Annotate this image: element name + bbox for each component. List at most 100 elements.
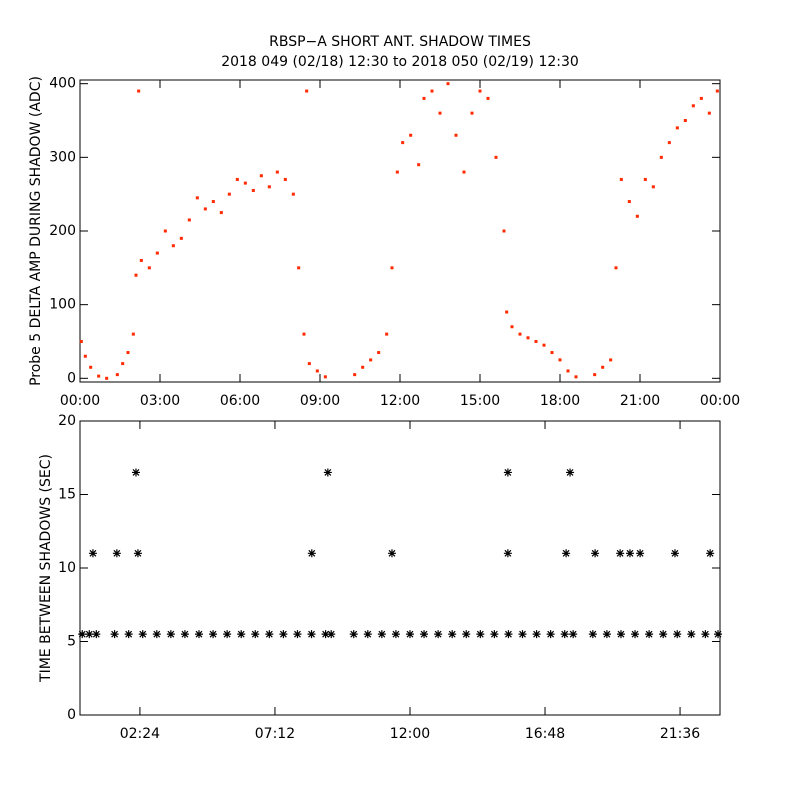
y-tick-label: 300 <box>49 149 76 165</box>
point <box>510 325 514 329</box>
point <box>385 332 389 336</box>
x-tick-label: 18:00 <box>540 393 580 409</box>
x-tick-label: 21:36 <box>660 726 700 742</box>
asterisk <box>673 630 682 639</box>
point <box>155 251 159 255</box>
point <box>187 218 191 222</box>
asterisk <box>560 630 569 639</box>
point <box>235 177 239 181</box>
point <box>134 273 138 277</box>
asterisk <box>476 630 485 639</box>
y-tick-label: 200 <box>49 223 76 239</box>
y-tick-label: 15 <box>58 487 76 503</box>
point <box>619 177 623 181</box>
y-tick-label: 0 <box>67 707 76 723</box>
point <box>163 229 167 233</box>
asterisk <box>88 549 97 558</box>
y-tick-label: 0 <box>67 370 76 386</box>
asterisk <box>133 549 142 558</box>
point <box>486 96 490 100</box>
asterisk <box>265 630 274 639</box>
point <box>243 181 247 185</box>
point <box>305 89 309 93</box>
asterisk <box>391 630 400 639</box>
point <box>609 358 613 362</box>
asterisk <box>194 630 203 639</box>
asterisk <box>659 630 668 639</box>
point <box>601 365 605 369</box>
point <box>502 229 506 233</box>
point <box>707 111 711 115</box>
point <box>203 207 207 211</box>
point <box>478 89 482 93</box>
point <box>121 362 125 366</box>
point <box>283 177 287 181</box>
x-tick-label: 12:00 <box>380 393 420 409</box>
point <box>566 369 570 373</box>
point <box>259 174 263 178</box>
point <box>409 133 413 137</box>
point <box>227 192 231 196</box>
asterisk <box>625 549 634 558</box>
asterisk <box>152 630 161 639</box>
asterisk <box>377 630 386 639</box>
point <box>219 211 223 215</box>
asterisk <box>490 630 499 639</box>
point <box>179 236 183 240</box>
asterisk <box>602 630 611 639</box>
asterisk <box>434 630 443 639</box>
y-tick-label: 10 <box>58 560 76 576</box>
asterisk <box>85 630 94 639</box>
asterisk <box>251 630 260 639</box>
point <box>675 126 679 130</box>
point <box>307 362 311 366</box>
x-tick-label: 15:00 <box>460 393 500 409</box>
point <box>494 155 498 159</box>
point <box>211 200 215 204</box>
asterisk <box>462 630 471 639</box>
asterisk <box>138 630 147 639</box>
point <box>147 266 151 270</box>
asterisk <box>323 468 332 477</box>
point <box>593 373 597 377</box>
point <box>518 332 522 336</box>
point <box>297 266 301 270</box>
point <box>715 89 719 93</box>
point <box>315 369 319 373</box>
asterisk <box>588 630 597 639</box>
asterisk <box>448 630 457 639</box>
asterisk <box>363 630 372 639</box>
point <box>401 141 405 145</box>
x-tick-label: 12:00 <box>390 726 430 742</box>
asterisk <box>532 630 541 639</box>
asterisk <box>566 468 575 477</box>
point <box>574 375 578 379</box>
asterisk <box>293 630 302 639</box>
asterisk <box>307 630 316 639</box>
asterisk <box>237 630 246 639</box>
point <box>115 373 119 377</box>
point <box>438 111 442 115</box>
y-axis-label: TIME BETWEEN SHADOWS (SEC) <box>38 454 54 683</box>
point <box>323 375 327 379</box>
asterisk <box>92 630 101 639</box>
asterisk <box>166 630 175 639</box>
asterisk <box>546 630 555 639</box>
y-tick-label: 400 <box>49 76 76 92</box>
point <box>267 185 271 189</box>
asterisk <box>569 630 578 639</box>
asterisk <box>518 630 527 639</box>
point <box>89 365 93 369</box>
point <box>139 258 143 262</box>
asterisk <box>706 549 715 558</box>
asterisk <box>327 630 336 639</box>
point <box>395 170 399 174</box>
x-tick-label: 03:00 <box>140 393 180 409</box>
point <box>291 192 295 196</box>
x-tick-label: 00:00 <box>700 393 740 409</box>
point <box>659 155 663 159</box>
point <box>131 332 135 336</box>
point <box>369 358 373 362</box>
asterisk <box>636 549 645 558</box>
